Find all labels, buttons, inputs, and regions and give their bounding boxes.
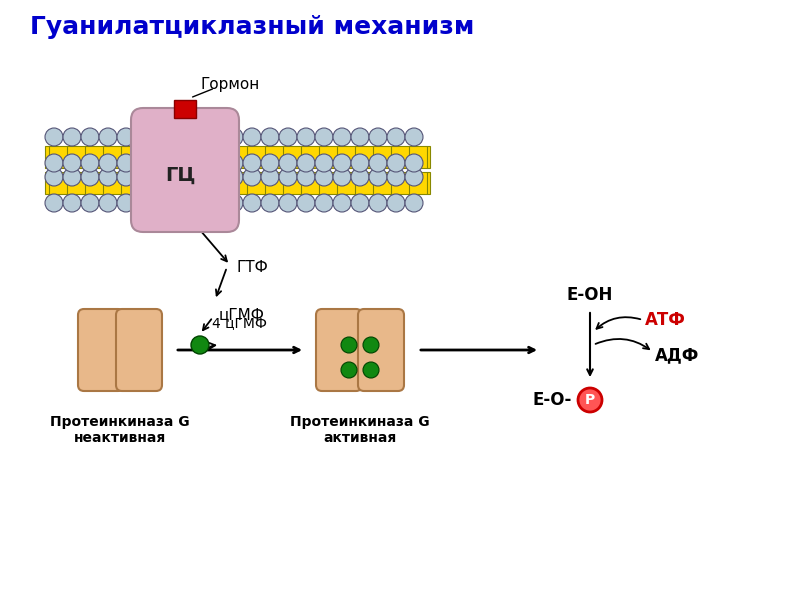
Text: неактивная: неактивная	[74, 431, 166, 445]
Circle shape	[369, 168, 387, 186]
Circle shape	[297, 128, 315, 146]
Circle shape	[63, 194, 81, 212]
Text: Протеинкиназа G: Протеинкиназа G	[50, 415, 190, 429]
Circle shape	[243, 168, 261, 186]
Circle shape	[45, 168, 63, 186]
Text: Протеинкиназа G: Протеинкиназа G	[290, 415, 430, 429]
Circle shape	[279, 154, 297, 172]
Circle shape	[117, 154, 135, 172]
Circle shape	[117, 194, 135, 212]
Circle shape	[387, 168, 405, 186]
Circle shape	[333, 168, 351, 186]
Circle shape	[81, 154, 99, 172]
Text: активная: активная	[323, 431, 397, 445]
Text: Е-О-: Е-О-	[533, 391, 572, 409]
Circle shape	[225, 154, 243, 172]
Text: 4 цГМФ: 4 цГМФ	[213, 316, 267, 330]
Circle shape	[243, 194, 261, 212]
Text: ГЦ: ГЦ	[165, 166, 195, 185]
Circle shape	[63, 154, 81, 172]
Circle shape	[63, 128, 81, 146]
Circle shape	[99, 168, 117, 186]
Text: ГТФ: ГТФ	[237, 259, 269, 275]
Circle shape	[81, 194, 99, 212]
Circle shape	[261, 128, 279, 146]
Text: Гуанилатциклазный механизм: Гуанилатциклазный механизм	[30, 15, 474, 39]
Circle shape	[315, 168, 333, 186]
Circle shape	[315, 154, 333, 172]
Bar	[45, 146, 430, 168]
Circle shape	[45, 194, 63, 212]
Circle shape	[351, 168, 369, 186]
Circle shape	[279, 194, 297, 212]
Circle shape	[225, 168, 243, 186]
Circle shape	[351, 194, 369, 212]
Circle shape	[261, 154, 279, 172]
Circle shape	[578, 388, 602, 412]
Circle shape	[63, 168, 81, 186]
Circle shape	[315, 128, 333, 146]
Circle shape	[243, 154, 261, 172]
Circle shape	[351, 128, 369, 146]
Circle shape	[387, 128, 405, 146]
Circle shape	[99, 154, 117, 172]
Circle shape	[297, 168, 315, 186]
Circle shape	[45, 154, 63, 172]
Circle shape	[387, 154, 405, 172]
Circle shape	[341, 362, 357, 378]
Circle shape	[261, 168, 279, 186]
FancyBboxPatch shape	[316, 309, 362, 391]
Circle shape	[405, 194, 423, 212]
Circle shape	[225, 128, 243, 146]
Circle shape	[387, 194, 405, 212]
Circle shape	[333, 128, 351, 146]
Circle shape	[405, 168, 423, 186]
FancyBboxPatch shape	[131, 108, 239, 232]
Circle shape	[315, 194, 333, 212]
Circle shape	[81, 168, 99, 186]
Circle shape	[369, 154, 387, 172]
Circle shape	[99, 194, 117, 212]
Circle shape	[341, 337, 357, 353]
Circle shape	[99, 128, 117, 146]
Circle shape	[81, 128, 99, 146]
Circle shape	[117, 128, 135, 146]
Circle shape	[191, 336, 209, 354]
FancyBboxPatch shape	[358, 309, 404, 391]
Circle shape	[351, 154, 369, 172]
Text: цГМФ: цГМФ	[219, 307, 265, 322]
FancyBboxPatch shape	[78, 309, 124, 391]
Text: Р: Р	[585, 393, 595, 407]
Circle shape	[363, 337, 379, 353]
Circle shape	[261, 194, 279, 212]
Circle shape	[333, 194, 351, 212]
Circle shape	[279, 128, 297, 146]
Bar	[45, 172, 430, 194]
Circle shape	[243, 128, 261, 146]
Circle shape	[225, 194, 243, 212]
Circle shape	[297, 194, 315, 212]
Circle shape	[279, 168, 297, 186]
Text: Е-ОН: Е-ОН	[567, 286, 613, 304]
Circle shape	[117, 168, 135, 186]
Text: АДФ: АДФ	[655, 346, 699, 364]
Circle shape	[405, 154, 423, 172]
Text: Гормон: Гормон	[200, 77, 260, 92]
Bar	[174, 100, 196, 118]
FancyBboxPatch shape	[116, 309, 162, 391]
Text: АТФ: АТФ	[645, 311, 686, 329]
Circle shape	[369, 194, 387, 212]
Circle shape	[297, 154, 315, 172]
Circle shape	[369, 128, 387, 146]
Circle shape	[405, 128, 423, 146]
Circle shape	[363, 362, 379, 378]
Circle shape	[45, 128, 63, 146]
Circle shape	[333, 154, 351, 172]
